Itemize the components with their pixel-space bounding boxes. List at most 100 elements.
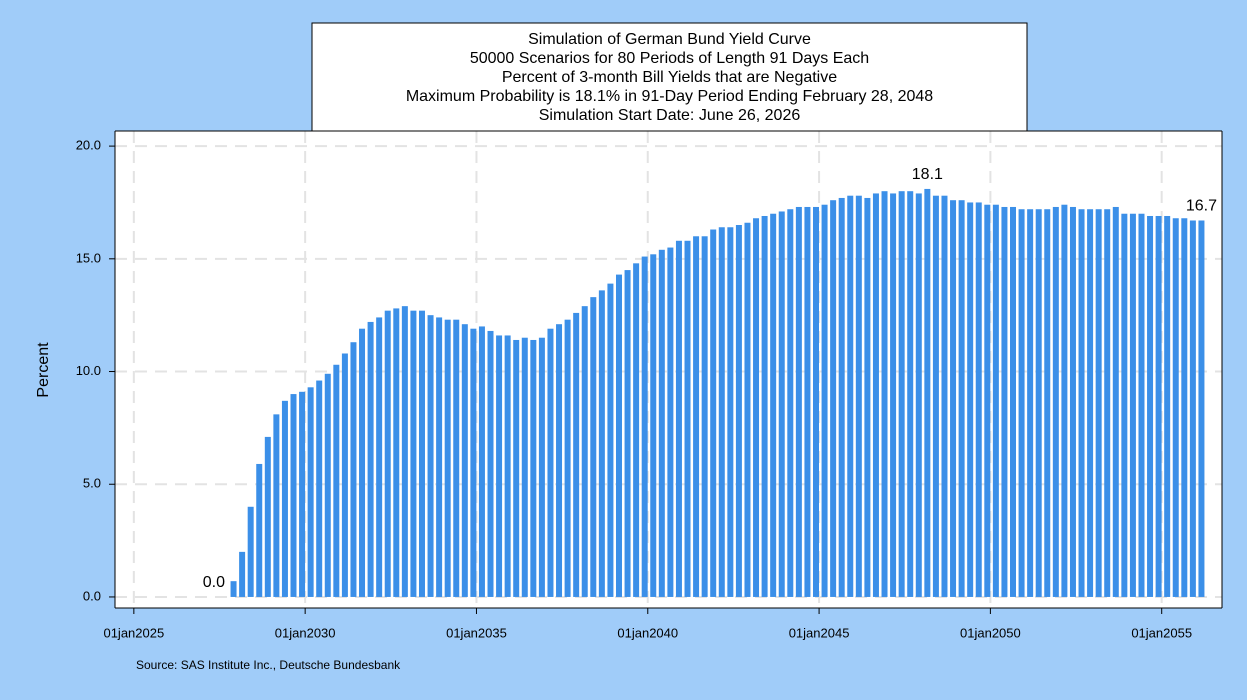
y-tick-label: 15.0 <box>76 250 101 265</box>
bar <box>804 206 811 597</box>
bar <box>650 254 657 597</box>
bar <box>307 387 314 597</box>
bar <box>367 321 374 597</box>
bar <box>1001 206 1008 597</box>
bar <box>1027 209 1034 597</box>
value-label: 18.1 <box>912 166 943 183</box>
bar <box>436 317 443 597</box>
bar <box>376 317 383 597</box>
y-tick-label: 0.0 <box>83 588 101 603</box>
bar <box>1061 204 1068 597</box>
bar <box>1095 209 1102 597</box>
bar <box>598 290 605 597</box>
bar <box>941 195 948 597</box>
bar <box>1052 206 1059 597</box>
bar <box>1198 220 1205 597</box>
bar <box>530 339 537 597</box>
bar <box>1164 215 1171 597</box>
bar <box>915 193 922 597</box>
bar <box>547 328 554 597</box>
bar <box>444 319 451 597</box>
bar <box>1121 213 1128 597</box>
bar <box>881 191 888 597</box>
chart-title: Simulation of German Bund Yield Curve <box>528 31 811 48</box>
bar <box>735 225 742 597</box>
bar <box>256 463 263 597</box>
chart-title: 50000 Scenarios for 80 Periods of Length… <box>470 50 869 67</box>
y-tick-label: 10.0 <box>76 363 101 378</box>
bar <box>830 200 837 597</box>
bar <box>684 240 691 597</box>
bar <box>1138 213 1145 597</box>
bar <box>496 335 503 597</box>
chart-title: Maximum Probability is 18.1% in 91-Day P… <box>406 88 933 105</box>
bar <box>281 400 288 597</box>
bar <box>239 551 246 597</box>
bar <box>410 310 417 597</box>
bar <box>299 391 306 597</box>
bar <box>675 240 682 597</box>
x-tick-label: 01jan2030 <box>275 625 336 640</box>
bar <box>1010 206 1017 597</box>
bar <box>967 202 974 597</box>
bar <box>487 330 494 597</box>
bar <box>1181 218 1188 597</box>
bar <box>932 195 939 597</box>
bar <box>1018 209 1025 597</box>
y-tick-label: 5.0 <box>83 476 101 491</box>
bar <box>984 204 991 597</box>
bar <box>1035 209 1042 597</box>
bar <box>693 236 700 597</box>
bar <box>1172 218 1179 597</box>
bar <box>890 193 897 597</box>
bar <box>427 315 434 597</box>
bar <box>1044 209 1051 597</box>
bar <box>607 283 614 597</box>
bar <box>573 312 580 597</box>
bar <box>727 227 734 597</box>
bar <box>1189 220 1196 597</box>
x-tick-label: 01jan2055 <box>1131 625 1192 640</box>
bar <box>753 218 760 597</box>
bar <box>847 195 854 597</box>
bar <box>821 204 828 597</box>
bar <box>393 308 400 597</box>
bar <box>1069 206 1076 597</box>
bar <box>770 213 777 597</box>
bar <box>453 319 460 597</box>
x-tick-label: 01jan2025 <box>103 625 164 640</box>
bar <box>581 306 588 597</box>
bar <box>907 191 914 597</box>
bar <box>855 195 862 597</box>
bar <box>418 310 425 597</box>
bar <box>633 263 640 597</box>
x-tick-label: 01jan2035 <box>446 625 507 640</box>
bar <box>1155 215 1162 597</box>
x-tick-label: 01jan2050 <box>960 625 1021 640</box>
bar <box>401 306 408 597</box>
bar <box>838 197 845 597</box>
y-axis-label: Percent <box>35 342 52 398</box>
bar <box>324 373 331 597</box>
x-tick-label: 01jan2045 <box>789 625 850 640</box>
bar <box>273 414 280 597</box>
bar <box>1104 209 1111 597</box>
bar <box>316 380 323 597</box>
bar <box>812 206 819 597</box>
bar <box>1112 206 1119 597</box>
bar <box>1078 209 1085 597</box>
bar <box>513 339 520 597</box>
bar <box>667 247 674 597</box>
bar <box>950 200 957 597</box>
bar <box>230 581 237 597</box>
bar <box>658 249 665 597</box>
bar <box>761 215 768 597</box>
bar <box>615 274 622 597</box>
bar <box>359 328 366 597</box>
bar <box>590 297 597 597</box>
bar <box>975 202 982 597</box>
chart-title: Simulation Start Date: June 26, 2026 <box>539 107 801 124</box>
bar <box>872 193 879 597</box>
bar <box>333 364 340 597</box>
